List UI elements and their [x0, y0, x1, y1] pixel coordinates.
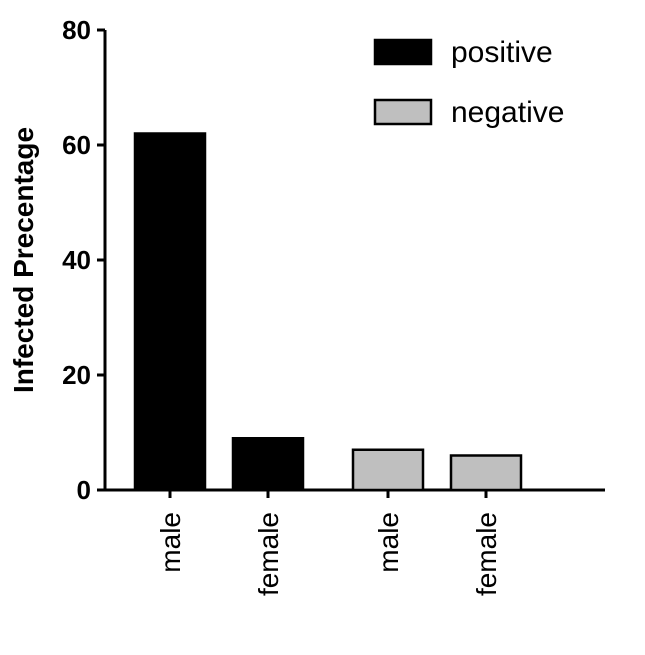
x-axis-label: male [373, 512, 404, 573]
x-axis-label: male [155, 512, 186, 573]
bar [135, 134, 205, 491]
y-tick-label: 80 [62, 15, 91, 45]
legend-label: negative [451, 96, 564, 129]
y-tick-label: 60 [62, 130, 91, 160]
y-tick-label: 20 [62, 360, 91, 390]
bar [451, 456, 521, 491]
legend-label: positive [451, 36, 553, 69]
y-tick-label: 0 [77, 475, 91, 505]
legend-swatch [375, 100, 431, 124]
y-axis-label: Infected Precentage [8, 127, 39, 393]
infected-percentage-chart: 0 20 40 60 80 Infected Precentage male female ma… [0, 0, 645, 655]
y-tick-label: 40 [62, 245, 91, 275]
chart-svg: 0 20 40 60 80 Infected Precentage male female ma… [0, 0, 645, 655]
x-axis-label: female [471, 512, 502, 596]
bar [353, 450, 423, 490]
legend-swatch [375, 40, 431, 64]
bar [233, 438, 303, 490]
x-axis-label: female [253, 512, 284, 596]
